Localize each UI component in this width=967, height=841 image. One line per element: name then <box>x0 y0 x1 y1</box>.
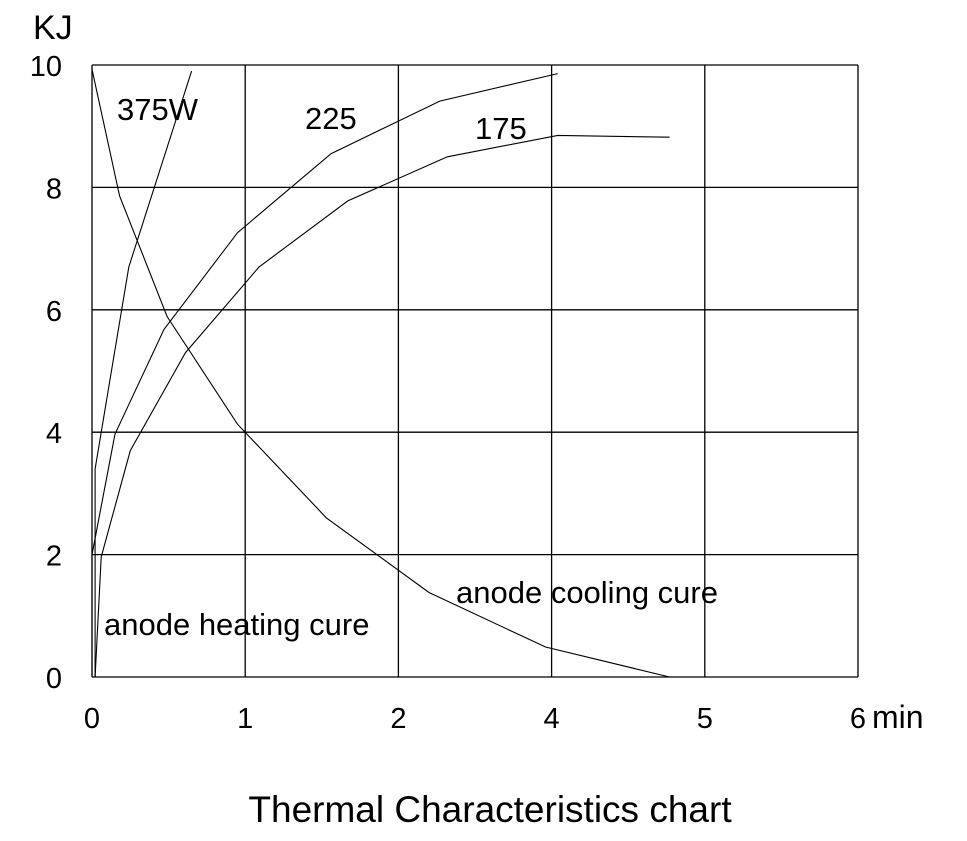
x-tick-label: 5 <box>697 703 713 735</box>
y-axis-label: KJ <box>33 9 73 47</box>
curves <box>91 69 670 678</box>
label-anode-cooling: anode cooling cure <box>456 575 718 610</box>
y-tick-label: 10 <box>30 51 62 83</box>
label-175: 175 <box>475 111 527 146</box>
curve-175 <box>94 134 670 678</box>
label-225: 225 <box>305 101 357 136</box>
y-tick-label: 6 <box>46 296 62 328</box>
curve-225 <box>91 73 558 677</box>
curve-anode-cooling-cure <box>91 69 670 678</box>
y-tick-label: 0 <box>46 663 62 695</box>
x-tick-label: 4 <box>544 703 560 735</box>
x-tick-label: 2 <box>390 703 406 735</box>
x-tick-label: 0 <box>84 703 100 735</box>
x-tick-label: 1 <box>237 703 253 735</box>
label-375w: 375W <box>117 92 199 127</box>
curve-375w <box>92 70 193 678</box>
x-tick-label: 6 <box>850 703 866 735</box>
y-tick-label: 8 <box>46 173 62 205</box>
grid <box>91 64 859 678</box>
label-anode-heating: anode heating cure <box>104 607 369 642</box>
y-tick-label: 2 <box>46 541 62 573</box>
chart-title: Thermal Characteristics chart <box>248 789 732 830</box>
y-tick-label: 4 <box>46 418 62 450</box>
tick-labels: 0 1 2 4 5 6 0 2 4 6 8 10 <box>30 51 866 735</box>
x-axis-label: min <box>872 699 924 735</box>
